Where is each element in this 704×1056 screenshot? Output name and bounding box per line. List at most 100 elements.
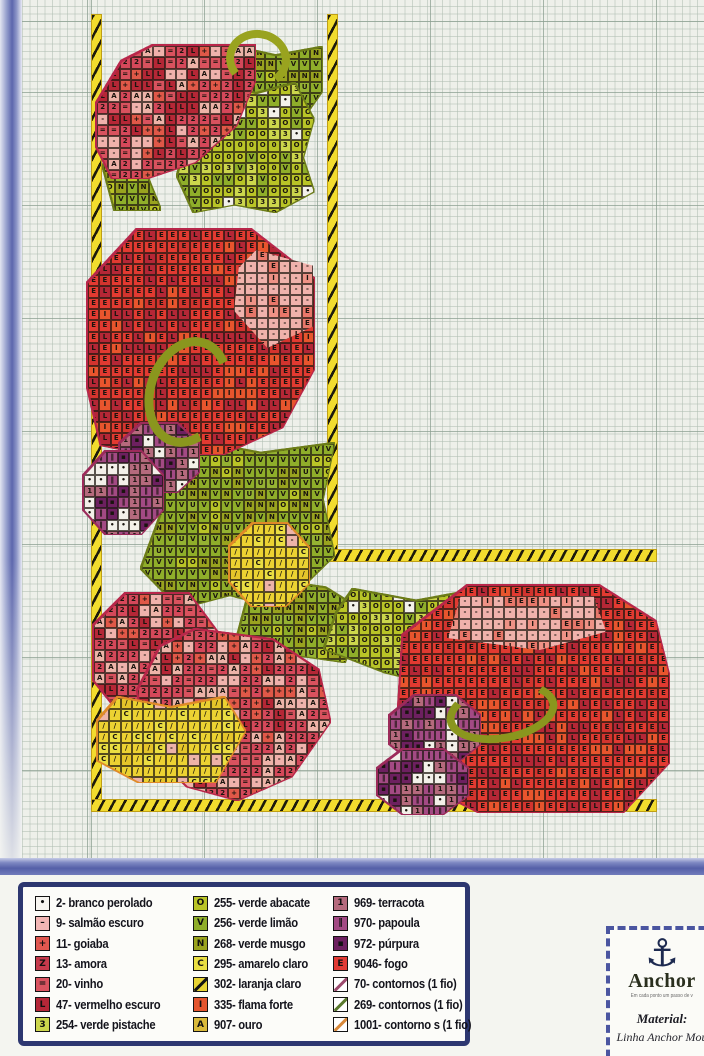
stitch-cell: ‖ xyxy=(95,519,107,532)
stitch-cell: L xyxy=(144,263,156,276)
stitch-cell: I xyxy=(556,732,568,745)
stitch-cell: E xyxy=(572,618,584,630)
stitch-cell: E xyxy=(99,230,111,242)
stitch-cell: - xyxy=(538,607,550,619)
stitch-cell: = xyxy=(130,46,143,58)
stitch-cell: N xyxy=(299,70,311,82)
stitch-cell: E xyxy=(448,607,460,619)
stitch-cell: A xyxy=(194,686,206,698)
stitch-cell: I xyxy=(612,778,624,790)
stitch-cell: = xyxy=(239,742,251,755)
stitch-cell: - xyxy=(493,618,505,630)
stitch-cell: 3 xyxy=(347,635,359,647)
stitch-cell: E xyxy=(155,263,168,276)
stitch-cell: - xyxy=(188,754,200,766)
stitch-cell: = xyxy=(97,147,109,159)
stitch-cell: = xyxy=(284,709,297,721)
stitch-cell: L xyxy=(144,342,156,355)
stitch-cell: O xyxy=(257,163,269,175)
stitch-cell: E xyxy=(578,732,591,745)
stitch-cell: C xyxy=(154,743,166,755)
stitch-cell: A xyxy=(94,605,106,617)
stitch-cell: A xyxy=(108,158,120,171)
stitch-cell: E xyxy=(121,399,134,411)
stitch-cell: C xyxy=(252,535,264,547)
stitch-cell: L xyxy=(139,616,151,628)
stitch-cell: L xyxy=(488,744,500,756)
stitch-cell: 2 xyxy=(205,788,218,800)
stitch-cell: O xyxy=(381,623,393,636)
stitch-cell: + xyxy=(307,641,319,653)
stitch-cell: / xyxy=(199,709,211,721)
stitch-cell: I xyxy=(409,608,421,620)
stitch-cell: A xyxy=(184,594,196,606)
stitch-cell: E xyxy=(635,789,647,801)
stitch-cell: 1 xyxy=(120,435,132,447)
stitch-cell: L xyxy=(138,788,150,800)
stitch-cell: - xyxy=(234,306,246,318)
stitch-cell: - xyxy=(279,283,291,296)
stitch-cell: N xyxy=(137,182,150,194)
stitch-cell: I xyxy=(420,676,432,688)
stitch-cell: • xyxy=(423,772,435,784)
stitch-cell: O xyxy=(175,556,188,569)
stitch-cell: 0 xyxy=(211,196,224,209)
stitch-cell: U xyxy=(187,500,199,512)
stitch-cell: V xyxy=(311,500,323,512)
stitch-cell: L xyxy=(108,113,120,126)
stitch-cell: I xyxy=(488,653,500,666)
stitch-cell: - xyxy=(234,283,246,296)
stitch-cell: E xyxy=(646,789,658,801)
stitch-cell: L xyxy=(88,376,100,389)
stitch-cell: C xyxy=(165,698,178,710)
stitch-cell: V xyxy=(221,500,233,512)
stitch-cell: O xyxy=(370,635,382,647)
stitch-cell: E xyxy=(623,710,636,722)
stitch-cell: V xyxy=(290,117,303,130)
stitch-cell: = xyxy=(176,136,188,148)
stitch-cell: E xyxy=(234,230,247,242)
stitch-cell: E xyxy=(223,433,235,445)
stitch-cell: O xyxy=(358,612,371,624)
stitch-cell: A xyxy=(209,136,222,148)
stitch-cell: + xyxy=(273,686,285,698)
stitch-cell: L xyxy=(189,230,201,242)
stitch-cell: 2 xyxy=(164,158,177,171)
stitch-cell: = xyxy=(209,113,222,126)
stitch-cell: 2 xyxy=(232,147,244,159)
stitch-cell: + xyxy=(153,91,165,103)
stitch-cell: E xyxy=(267,261,280,273)
stitch-cell: O xyxy=(279,174,291,186)
legend-symbol-254: 3 xyxy=(35,1017,50,1033)
stitch-cell: 2 xyxy=(239,709,251,721)
stitch-cell: V xyxy=(299,48,311,60)
stitch-cell: E xyxy=(544,766,557,779)
stitch-cell: - xyxy=(154,698,166,710)
stitch-cell: L xyxy=(223,230,235,242)
stitch-cell: ‖ xyxy=(129,452,141,464)
stitch-cell: L xyxy=(544,653,557,666)
stitch-cell: L xyxy=(108,79,120,92)
stitch-cell: V xyxy=(209,545,222,557)
stitch-cell: E xyxy=(121,354,134,366)
stitch-cell: N xyxy=(266,511,278,524)
stitch-cell: ‖ xyxy=(389,761,401,773)
stitch-cell: ▪ xyxy=(401,696,413,708)
stitch-cell: E xyxy=(246,354,258,366)
stitch-cell: U xyxy=(175,534,188,546)
stitch-cell: L xyxy=(601,676,613,688)
stitch-cell: N xyxy=(288,466,301,478)
stitch-cell: O xyxy=(325,601,337,613)
stitch-cell: O xyxy=(370,646,382,658)
stitch-cell: I xyxy=(448,618,460,630)
stitch-cell: / xyxy=(263,524,276,536)
stitch-cell: E xyxy=(420,631,432,643)
stitch-cell: 0 xyxy=(336,601,348,613)
stitch-cell: E xyxy=(144,297,156,310)
stitch-cell: 0 xyxy=(347,612,359,624)
stitch-cell: 2 xyxy=(97,102,109,114)
stitch-cell: • xyxy=(95,474,107,486)
stitch-cell: A xyxy=(149,663,161,676)
stitch-cell: 3 xyxy=(325,635,337,647)
stitch-cell: L xyxy=(187,102,199,114)
